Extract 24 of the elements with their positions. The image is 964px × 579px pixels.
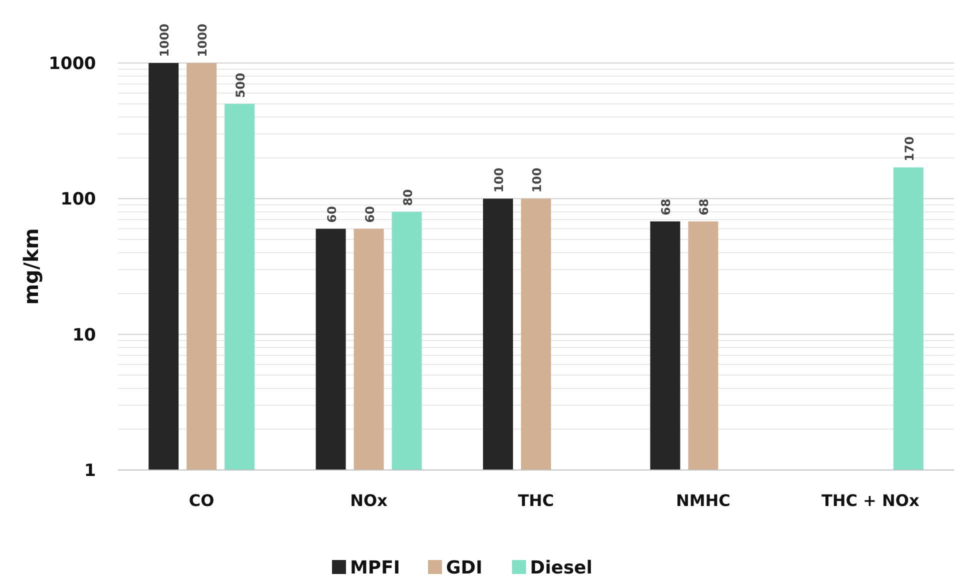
data-label: 100 — [530, 168, 544, 193]
data-label: 100 — [492, 168, 506, 193]
y-tick-label: 1 — [84, 460, 96, 481]
y-tick-label: 1000 — [48, 54, 96, 74]
data-label: 80 — [400, 189, 415, 206]
legend-label: Diesel — [530, 557, 592, 578]
x-tick-label: THC + NOx — [821, 491, 920, 510]
data-label: 60 — [362, 206, 377, 223]
legend-label: GDI — [446, 557, 482, 578]
data-label: 68 — [659, 198, 674, 216]
data-label: 500 — [234, 72, 248, 98]
y-tick-label: 10 — [72, 325, 96, 346]
x-tick-label: NMHC — [676, 491, 730, 510]
data-label: 60 — [324, 206, 339, 223]
y-axis-title: mg/km — [19, 228, 43, 305]
x-tick-label: NOx — [350, 491, 388, 510]
y-tick-label: 100 — [60, 190, 96, 210]
legend-label: MPFI — [350, 557, 400, 578]
data-label: 1000 — [158, 24, 172, 57]
x-tick-label: THC — [518, 491, 554, 510]
data-label: 170 — [902, 136, 916, 162]
data-label: 68 — [697, 198, 712, 216]
data-label: 1000 — [196, 24, 210, 57]
x-tick-label: CO — [188, 491, 214, 510]
